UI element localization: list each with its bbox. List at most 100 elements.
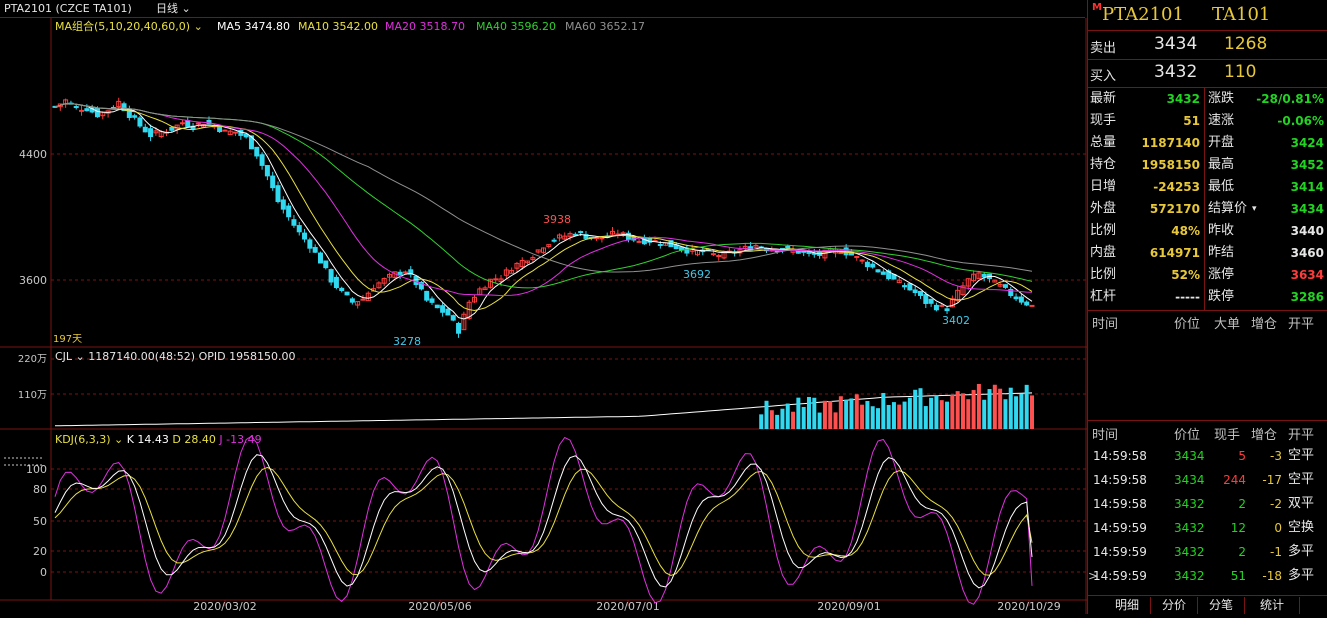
kdj-legend[interactable]: KDJ(6,3,3) ⌄ K 14.43 D 28.40 J -13.49	[55, 433, 262, 446]
quote-left-row: 持仓 1958150	[1088, 154, 1200, 176]
volume-bar	[891, 402, 896, 429]
volume-bar	[817, 412, 822, 429]
quote-value: 572170	[1149, 202, 1200, 216]
quote-value: 3460	[1290, 246, 1324, 260]
bigorder-header-price: 价位	[1174, 317, 1201, 332]
xtick-2: 2020/07/01	[596, 600, 659, 613]
volume-legend[interactable]: CJL ⌄ 1187140.00(48:52) OPID 1958150.00	[55, 350, 296, 363]
quote-right-row: 跌停 3286	[1206, 286, 1324, 308]
candle-body	[870, 263, 876, 268]
quote-label: 日增	[1090, 179, 1117, 194]
volume-bar	[780, 408, 785, 429]
candle-body	[333, 276, 339, 289]
quote-right-row: 昨结 3460	[1206, 242, 1324, 264]
volume-bar	[1024, 384, 1029, 429]
quote-label: 比例	[1090, 267, 1117, 282]
candle-body	[201, 124, 207, 128]
tab-ticks[interactable]: 分笔	[1198, 597, 1245, 614]
candle-body	[286, 205, 292, 218]
quote-value: 3286	[1290, 290, 1324, 304]
quote-right-row: 涨停 3634	[1206, 264, 1324, 286]
ma-legend-title[interactable]: MA组合(5,10,20,40,60,0) ⌄	[55, 19, 203, 33]
candle-body	[1002, 284, 1008, 288]
volume-bar	[822, 400, 827, 429]
quote-value: -0.06%	[1277, 114, 1324, 128]
candle-body	[530, 257, 536, 260]
candle-body	[264, 165, 270, 177]
tick-type: 空换	[1288, 520, 1315, 535]
ask-label: 卖出	[1090, 41, 1117, 56]
candle-body	[556, 234, 562, 239]
tick-header-price: 价位	[1174, 428, 1201, 443]
tick-type: 空平	[1288, 448, 1315, 463]
candle-body	[132, 115, 138, 118]
candle-body	[679, 246, 685, 251]
volume-bar	[854, 394, 859, 429]
quote-label: 开盘	[1208, 135, 1235, 150]
volume-bar	[1014, 396, 1019, 429]
tab-price-dist[interactable]: 分价	[1151, 597, 1198, 614]
quote-value: 1187140	[1141, 136, 1200, 150]
quote-left-row: 日增 -24253	[1088, 176, 1200, 198]
tick-volume: 5	[1238, 449, 1246, 463]
candle-body	[57, 103, 63, 108]
candle-body	[450, 315, 456, 321]
ma60-legend: MA60 3652.17	[565, 20, 645, 33]
chart-pane[interactable]: 4400 3600 220万 110万 100 80 50 20 0 2020/…	[0, 18, 1087, 614]
tick-price: 3434	[1174, 473, 1205, 487]
bigorder-header-time: 时间	[1092, 317, 1119, 332]
candle-body	[440, 305, 446, 313]
low-annotation-2: 3402	[942, 314, 970, 327]
candle-body	[965, 278, 971, 287]
candle-body	[408, 269, 414, 275]
candle-body	[912, 289, 918, 294]
volume-bar	[865, 400, 870, 429]
candle-body	[1013, 296, 1019, 300]
period-label: 日线	[156, 2, 178, 15]
candle-body	[270, 175, 276, 189]
volume-bar	[902, 401, 907, 429]
volume-bar	[833, 412, 838, 429]
quote-right-row: 昨收 3440	[1206, 220, 1324, 242]
tick-oi: -1	[1270, 545, 1282, 559]
tick-row: 14:59:59 3432 12 0 空换	[1088, 516, 1327, 540]
candle-body	[206, 119, 212, 125]
tick-time: 14:59:58	[1093, 449, 1147, 463]
volume-bar	[955, 391, 960, 429]
tab-detail[interactable]: 明细	[1104, 597, 1151, 614]
quote-right-row: 速涨 -0.06%	[1206, 110, 1324, 132]
quote-table: 最新 3432 现手 51 总量 1187140 持仓 1958150 日增 -24253 外盘 57…	[1088, 88, 1327, 311]
candle-body	[567, 233, 573, 237]
volume-bar	[796, 397, 801, 429]
quote-label: 总量	[1090, 135, 1117, 150]
candle-body	[811, 252, 817, 255]
tick-oi: -2	[1270, 497, 1282, 511]
candle-body	[116, 100, 122, 108]
tick-volume: 51	[1230, 569, 1246, 583]
candle-body	[227, 130, 233, 136]
candle-body	[63, 99, 69, 105]
market-icon: M	[1092, 2, 1102, 13]
candle-body	[578, 231, 584, 234]
candle-body	[896, 279, 902, 284]
tick-time: 14:59:58	[1093, 473, 1147, 487]
candle-body	[328, 269, 334, 283]
kline-chart-svg[interactable]: 4400 3600 220万 110万 100 80 50 20 0 2020/…	[0, 18, 1087, 614]
candle-body	[753, 245, 759, 248]
tick-time: 14:59:58	[1093, 497, 1147, 511]
chevron-down-icon[interactable]: ▾	[1252, 204, 1257, 214]
candle-body	[886, 270, 892, 280]
tick-price: 3432	[1174, 497, 1205, 511]
tick-oi: -17	[1262, 473, 1282, 487]
tick-row: 14:59:58 3432 2 -2 双平	[1088, 492, 1327, 516]
candle-body	[317, 252, 323, 264]
candle-body	[795, 250, 801, 254]
tab-stats[interactable]: 统计	[1245, 597, 1300, 614]
candle-body	[323, 260, 329, 269]
ytick-4400: 4400	[19, 148, 47, 161]
candle-body	[355, 301, 361, 306]
quote-value: 1958150	[1141, 158, 1200, 172]
period-selector[interactable]: 日线 ⌄	[156, 0, 191, 17]
quote-label: 涨停	[1208, 267, 1235, 282]
quote-label: 最新	[1090, 91, 1117, 106]
